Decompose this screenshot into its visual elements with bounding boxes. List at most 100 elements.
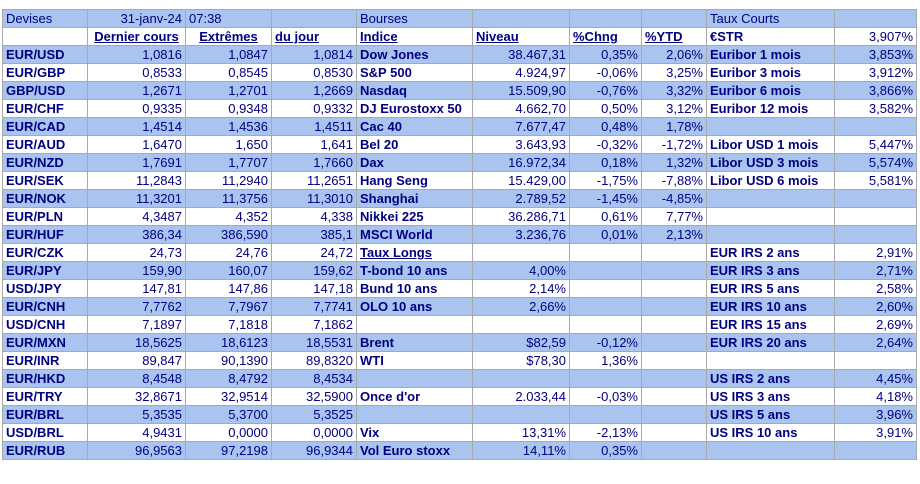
rate-name: EUR IRS 5 ans — [706, 279, 835, 298]
extreme-high: 7,1818 — [185, 315, 272, 334]
index-name: Shanghai — [356, 189, 473, 208]
rate-name: EUR IRS 3 ans — [706, 261, 835, 280]
rate-value: 3,96% — [834, 405, 917, 424]
pct-change: 1,36% — [569, 351, 642, 370]
last-price: 0,9335 — [87, 99, 186, 118]
rate-name: EUR IRS 2 ans — [706, 243, 835, 262]
currency-pair: USD/JPY — [2, 279, 88, 298]
table-row: EUR/CZK 24,73 24,76 24,72 Taux Longs EUR IRS … — [2, 243, 917, 262]
extreme-low: 8,4534 — [271, 369, 357, 388]
market-table-container: Devises 31-janv-24 07:38 Bourses Taux Co… — [2, 9, 917, 460]
index-name: T-bond 10 ans — [356, 261, 473, 280]
currency-pair: EUR/PLN — [2, 207, 88, 226]
extreme-low: 5,3525 — [271, 405, 357, 424]
extreme-high: 7,7967 — [185, 297, 272, 316]
currency-pair: EUR/HUF — [2, 225, 88, 244]
pct-change: 0,18% — [569, 153, 642, 172]
extreme-high: 24,76 — [185, 243, 272, 262]
pct-change: -1,75% — [569, 171, 642, 190]
pct-ytd — [641, 279, 707, 298]
pct-change: -0,06% — [569, 63, 642, 82]
index-level: 38.467,31 — [472, 45, 570, 64]
rate-name — [706, 207, 835, 226]
index-name: Cac 40 — [356, 117, 473, 136]
header-empty-cell — [472, 9, 570, 28]
rate-name: Libor USD 1 mois — [706, 135, 835, 154]
rate-name — [706, 441, 835, 460]
last-price: 4,3487 — [87, 207, 186, 226]
table-row: EUR/JPY 159,90 160,07 159,62 T-bond 10 ans 4,… — [2, 261, 917, 280]
pct-change: 0,35% — [569, 45, 642, 64]
pct-ytd — [641, 261, 707, 280]
rate-value: 2,69% — [834, 315, 917, 334]
index-name: WTI — [356, 351, 473, 370]
header-empty-cell — [569, 9, 642, 28]
index-level: 15.509,90 — [472, 81, 570, 100]
rate-value: 2,58% — [834, 279, 917, 298]
index-level: 2.789,52 — [472, 189, 570, 208]
table-row: USD/JPY 147,81 147,86 147,18 Bund 10 ans 2,14… — [2, 279, 917, 298]
pct-change: 0,48% — [569, 117, 642, 136]
taux-courts-label: Taux Courts — [706, 9, 835, 28]
header-empty-cell — [641, 9, 707, 28]
rate-value — [834, 189, 917, 208]
rate-value: 5,447% — [834, 135, 917, 154]
pct-ytd: 1,32% — [641, 153, 707, 172]
table-row: USD/CNH 7,1897 7,1818 7,1862 EUR IRS 15 ans 2… — [2, 315, 917, 334]
pct-change: -0,32% — [569, 135, 642, 154]
pct-ytd: 3,25% — [641, 63, 707, 82]
index-level: $82,59 — [472, 333, 570, 352]
rate-name: EUR IRS 15 ans — [706, 315, 835, 334]
index-name: Bel 20 — [356, 135, 473, 154]
pct-change — [569, 405, 642, 424]
last-price: 1,4514 — [87, 117, 186, 136]
currency-pair: EUR/SEK — [2, 171, 88, 190]
pct-ytd — [641, 333, 707, 352]
extreme-high: 1,7707 — [185, 153, 272, 172]
last-price: 159,90 — [87, 261, 186, 280]
rate-value: 3,853% — [834, 45, 917, 64]
currency-pair: EUR/CZK — [2, 243, 88, 262]
extreme-low: 1,2669 — [271, 81, 357, 100]
last-price: 5,3535 — [87, 405, 186, 424]
pct-ytd: 3,32% — [641, 81, 707, 100]
index-level: 2,66% — [472, 297, 570, 316]
rate-value — [834, 225, 917, 244]
table-row: EUR/NOK 11,3201 11,3756 11,3010 Shanghai 2.78… — [2, 189, 917, 208]
rate-name: Libor USD 3 mois — [706, 153, 835, 172]
rate-name: Euribor 12 mois — [706, 99, 835, 118]
rate-value: 2,60% — [834, 297, 917, 316]
table-row: EUR/SEK 11,2843 11,2940 11,2651 Hang Seng 15.… — [2, 171, 917, 190]
index-name: Once d'or — [356, 387, 473, 406]
col-dernier-cours: Dernier cours — [87, 27, 186, 46]
table-row: GBP/USD 1,2671 1,2701 1,2669 Nasdaq 15.509,90… — [2, 81, 917, 100]
extreme-low: 11,2651 — [271, 171, 357, 190]
rate-name: Euribor 6 mois — [706, 81, 835, 100]
rate-value: 3,912% — [834, 63, 917, 82]
pct-change: -0,76% — [569, 81, 642, 100]
pct-ytd — [641, 315, 707, 334]
extreme-high: 97,2198 — [185, 441, 272, 460]
table-row: EUR/AUD 1,6470 1,650 1,641 Bel 20 3.643,93 -0,… — [2, 135, 917, 154]
extreme-low: 1,0814 — [271, 45, 357, 64]
index-name: Nasdaq — [356, 81, 473, 100]
last-price: 386,34 — [87, 225, 186, 244]
rate-name: Euribor 1 mois — [706, 45, 835, 64]
pct-change: -2,13% — [569, 423, 642, 442]
index-level: 7.677,47 — [472, 117, 570, 136]
col-indice: Indice — [356, 27, 473, 46]
currency-pair: EUR/BRL — [2, 405, 88, 424]
rate-value: 2,91% — [834, 243, 917, 262]
rate-value — [834, 441, 917, 460]
table-row: EUR/NZD 1,7691 1,7707 1,7660 Dax 16.972,34 0,1… — [2, 153, 917, 172]
extreme-low: 96,9344 — [271, 441, 357, 460]
extreme-low: 32,5900 — [271, 387, 357, 406]
last-price: 1,0816 — [87, 45, 186, 64]
pct-change — [569, 261, 642, 280]
index-level: 2.033,44 — [472, 387, 570, 406]
extreme-low: 7,7741 — [271, 297, 357, 316]
pct-ytd: -1,72% — [641, 135, 707, 154]
currency-pair: EUR/MXN — [2, 333, 88, 352]
currency-pair: EUR/CAD — [2, 117, 88, 136]
currency-pair: EUR/CHF — [2, 99, 88, 118]
